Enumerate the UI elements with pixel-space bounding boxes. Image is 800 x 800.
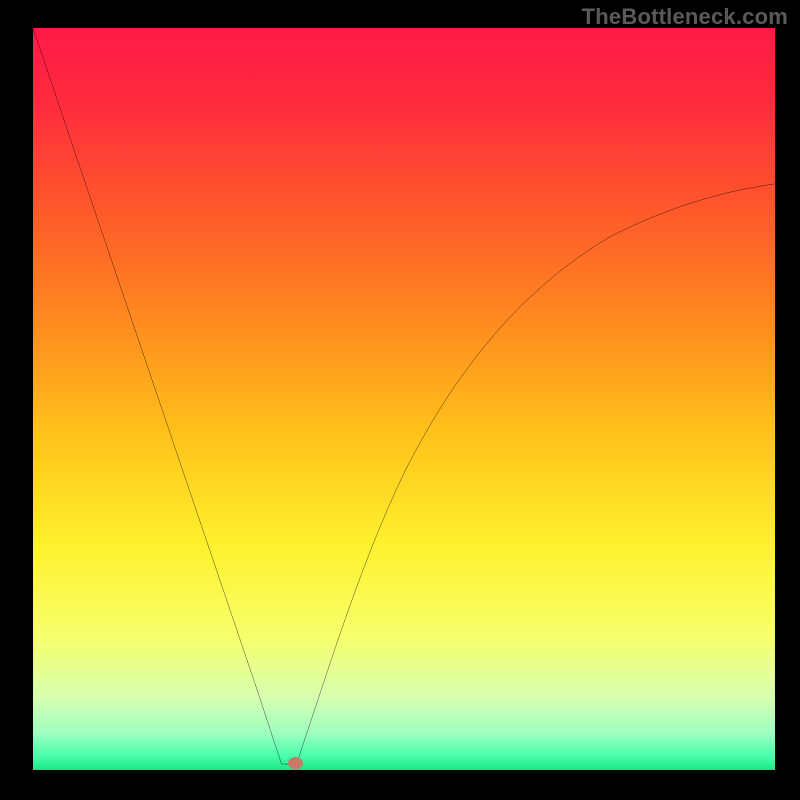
chart-container: TheBottleneck.com [0, 0, 800, 800]
plot-area [33, 28, 775, 770]
watermark-text: TheBottleneck.com [582, 4, 788, 30]
min-point-marker [288, 757, 303, 769]
curve-path [33, 28, 775, 764]
bottleneck-curve [33, 28, 775, 770]
